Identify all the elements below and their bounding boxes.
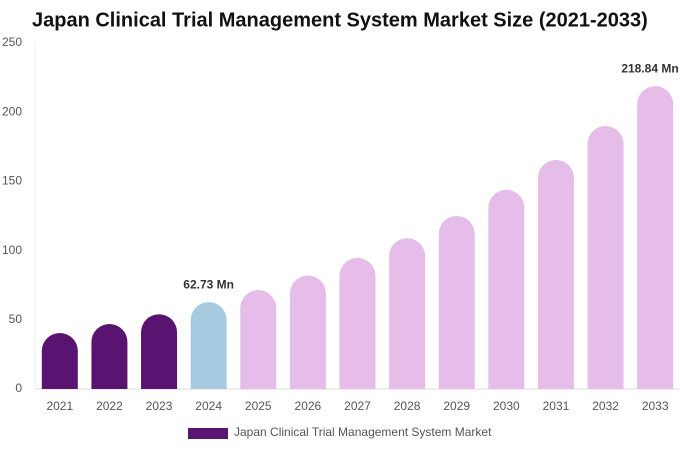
x-tick-label: 2028 — [394, 399, 421, 413]
bar — [141, 314, 178, 389]
bar — [488, 189, 525, 389]
bar — [190, 302, 227, 389]
x-tick-label: 2021 — [46, 399, 73, 413]
x-tick-label: 2023 — [146, 399, 173, 413]
legend-swatch — [188, 428, 228, 439]
value-label: 62.73 Mn — [183, 277, 234, 291]
value-label: 218.84 Mn — [621, 61, 678, 75]
bar — [91, 323, 128, 389]
y-tick-label: 200 — [2, 104, 22, 118]
bar — [587, 126, 624, 390]
bar — [41, 332, 78, 389]
x-tick-label: 2025 — [245, 399, 272, 413]
bar — [389, 238, 426, 389]
y-tick-label: 150 — [2, 174, 22, 188]
x-tick-label: 2030 — [493, 399, 520, 413]
y-tick-label: 100 — [2, 243, 22, 257]
x-tick-label: 2026 — [295, 399, 322, 413]
x-tick-label: 2024 — [195, 399, 222, 413]
y-tick-label: 0 — [15, 381, 22, 395]
chart-title: Japan Clinical Trial Management System M… — [32, 9, 648, 31]
bar — [289, 275, 326, 389]
bar — [637, 86, 674, 390]
x-tick-label: 2027 — [344, 399, 371, 413]
x-tick-label: 2031 — [543, 399, 570, 413]
x-tick-label: 2022 — [96, 399, 123, 413]
bar — [537, 159, 574, 389]
x-tick-label: 2032 — [592, 399, 619, 413]
x-tick-label: 2033 — [642, 399, 669, 413]
bar — [240, 290, 277, 389]
bar — [339, 257, 376, 389]
x-tick-label: 2029 — [443, 399, 470, 413]
legend-label: Japan Clinical Trial Management System M… — [234, 425, 492, 439]
y-tick-label: 250 — [2, 35, 22, 49]
y-tick-label: 50 — [9, 312, 23, 326]
bar — [438, 216, 475, 389]
